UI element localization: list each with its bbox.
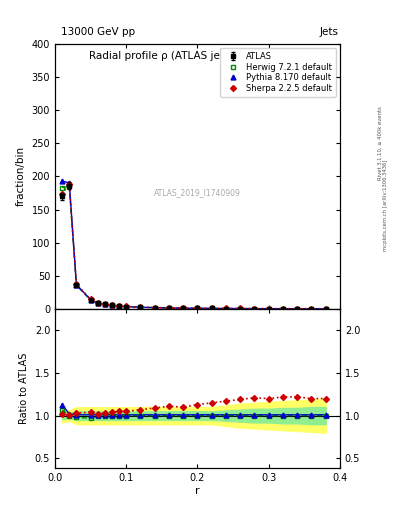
Text: 13000 GeV pp: 13000 GeV pp	[61, 27, 135, 37]
Herwig 7.2.1 default	[295, 306, 299, 312]
Pythia 8.170 default	[195, 305, 200, 311]
Sherpa 2.2.5 default	[117, 303, 121, 309]
Text: Jets: Jets	[320, 27, 339, 37]
Herwig 7.2.1 default	[60, 184, 64, 190]
Pythia 8.170 default	[181, 305, 185, 311]
Line: Pythia 8.170 default: Pythia 8.170 default	[60, 179, 328, 311]
Sherpa 2.2.5 default	[138, 304, 143, 310]
Sherpa 2.2.5 default	[209, 305, 214, 311]
Herwig 7.2.1 default	[323, 306, 328, 312]
Sherpa 2.2.5 default	[224, 305, 228, 311]
Sherpa 2.2.5 default	[152, 305, 157, 311]
Sherpa 2.2.5 default	[110, 302, 114, 308]
Sherpa 2.2.5 default	[266, 306, 271, 312]
Pythia 8.170 default	[67, 180, 72, 186]
Pythia 8.170 default	[74, 282, 79, 288]
Pythia 8.170 default	[224, 306, 228, 312]
Sherpa 2.2.5 default	[181, 305, 185, 311]
Pythia 8.170 default	[323, 306, 328, 312]
Herwig 7.2.1 default	[167, 305, 171, 311]
Pythia 8.170 default	[152, 305, 157, 311]
Pythia 8.170 default	[167, 305, 171, 311]
Pythia 8.170 default	[117, 303, 121, 309]
Herwig 7.2.1 default	[124, 304, 129, 310]
Pythia 8.170 default	[88, 297, 93, 303]
Herwig 7.2.1 default	[103, 302, 107, 308]
Pythia 8.170 default	[110, 303, 114, 309]
Legend: ATLAS, Herwig 7.2.1 default, Pythia 8.170 default, Sherpa 2.2.5 default: ATLAS, Herwig 7.2.1 default, Pythia 8.17…	[220, 48, 336, 97]
Herwig 7.2.1 default	[252, 306, 257, 312]
Herwig 7.2.1 default	[74, 282, 79, 288]
Herwig 7.2.1 default	[238, 306, 242, 312]
Herwig 7.2.1 default	[195, 305, 200, 311]
X-axis label: r: r	[195, 486, 200, 496]
Line: Herwig 7.2.1 default: Herwig 7.2.1 default	[60, 184, 328, 311]
Herwig 7.2.1 default	[95, 300, 100, 306]
Herwig 7.2.1 default	[88, 297, 93, 303]
Sherpa 2.2.5 default	[74, 281, 79, 287]
Herwig 7.2.1 default	[110, 303, 114, 309]
Herwig 7.2.1 default	[309, 306, 314, 312]
Pythia 8.170 default	[124, 304, 129, 310]
Sherpa 2.2.5 default	[124, 304, 129, 310]
Text: Radial profile ρ (ATLAS jet fragmentation): Radial profile ρ (ATLAS jet fragmentatio…	[89, 52, 306, 61]
Text: ATLAS_2019_I1740909: ATLAS_2019_I1740909	[154, 188, 241, 197]
Pythia 8.170 default	[309, 306, 314, 312]
Herwig 7.2.1 default	[67, 183, 72, 189]
Pythia 8.170 default	[281, 306, 285, 312]
Sherpa 2.2.5 default	[295, 306, 299, 312]
Herwig 7.2.1 default	[209, 305, 214, 311]
Pythia 8.170 default	[252, 306, 257, 312]
Herwig 7.2.1 default	[224, 306, 228, 312]
Y-axis label: fraction/bin: fraction/bin	[16, 146, 26, 206]
Herwig 7.2.1 default	[181, 305, 185, 311]
Pythia 8.170 default	[60, 178, 64, 184]
Sherpa 2.2.5 default	[60, 190, 64, 197]
Sherpa 2.2.5 default	[103, 301, 107, 307]
Sherpa 2.2.5 default	[95, 300, 100, 306]
Pythia 8.170 default	[266, 306, 271, 312]
Sherpa 2.2.5 default	[195, 305, 200, 311]
Pythia 8.170 default	[138, 304, 143, 310]
Sherpa 2.2.5 default	[88, 296, 93, 303]
Pythia 8.170 default	[95, 300, 100, 306]
Pythia 8.170 default	[103, 302, 107, 308]
Sherpa 2.2.5 default	[252, 306, 257, 312]
Text: Rivet 3.1.10, ≥ 400k events: Rivet 3.1.10, ≥ 400k events	[378, 106, 382, 180]
Herwig 7.2.1 default	[281, 306, 285, 312]
Sherpa 2.2.5 default	[167, 305, 171, 311]
Pythia 8.170 default	[209, 305, 214, 311]
Pythia 8.170 default	[295, 306, 299, 312]
Sherpa 2.2.5 default	[323, 306, 328, 312]
Sherpa 2.2.5 default	[238, 306, 242, 312]
Herwig 7.2.1 default	[117, 303, 121, 309]
Herwig 7.2.1 default	[266, 306, 271, 312]
Sherpa 2.2.5 default	[281, 306, 285, 312]
Sherpa 2.2.5 default	[67, 181, 72, 187]
Pythia 8.170 default	[238, 306, 242, 312]
Sherpa 2.2.5 default	[309, 306, 314, 312]
Y-axis label: Ratio to ATLAS: Ratio to ATLAS	[19, 353, 29, 424]
Text: mcplots.cern.ch [arXiv:1306.3436]: mcplots.cern.ch [arXiv:1306.3436]	[383, 159, 387, 250]
Herwig 7.2.1 default	[138, 304, 143, 310]
Herwig 7.2.1 default	[152, 305, 157, 311]
Line: Sherpa 2.2.5 default: Sherpa 2.2.5 default	[60, 182, 328, 311]
